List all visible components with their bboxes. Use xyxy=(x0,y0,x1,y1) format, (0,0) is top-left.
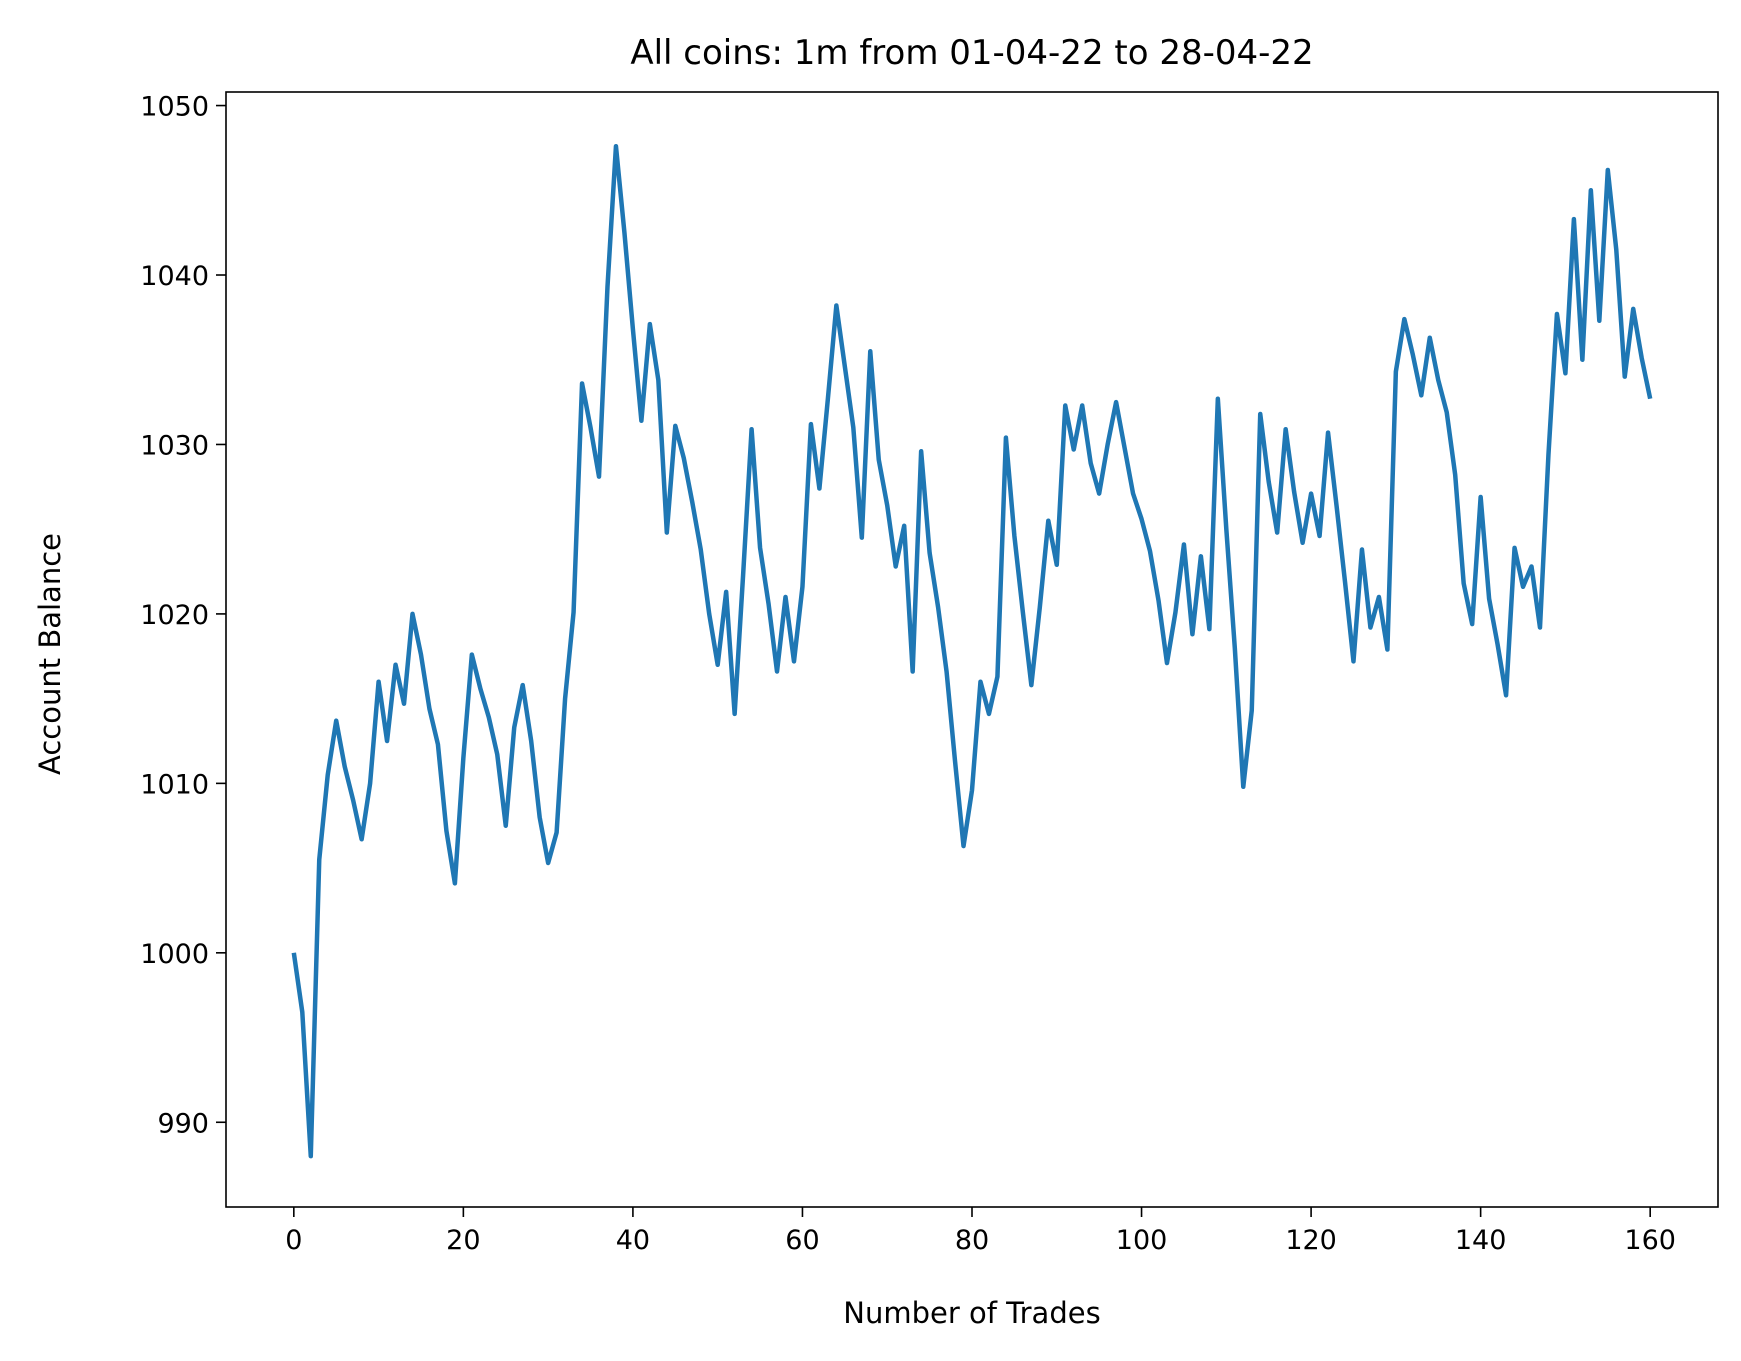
chart-title: All coins: 1m from 01-04-22 to 28-04-22 xyxy=(630,33,1313,73)
x-tick-label: 20 xyxy=(446,1225,480,1256)
x-axis-label: Number of Trades xyxy=(843,1296,1100,1330)
y-tick-label: 1000 xyxy=(140,939,209,970)
series-layer xyxy=(291,143,1653,1159)
x-tick-label: 0 xyxy=(285,1225,302,1256)
y-tick-label: 1040 xyxy=(140,261,209,292)
y-tick-label: 990 xyxy=(157,1108,209,1139)
series-line-account-balance xyxy=(291,143,1653,1159)
y-tick-label: 1030 xyxy=(140,430,209,461)
x-tick-label: 40 xyxy=(616,1225,650,1256)
y-axis: 990 1000 1010 1020 1030 1040 1050 xyxy=(140,92,226,1139)
y-tick-label: 1020 xyxy=(140,600,209,631)
x-tick-label: 80 xyxy=(955,1225,989,1256)
y-axis-label: Account Balance xyxy=(33,533,67,775)
y-tick-label: 1010 xyxy=(140,769,209,800)
y-tick-label: 1050 xyxy=(140,92,209,123)
x-tick-label: 160 xyxy=(1624,1225,1676,1256)
x-tick-label: 140 xyxy=(1455,1225,1507,1256)
x-tick-label: 60 xyxy=(785,1225,819,1256)
x-tick-label: 100 xyxy=(1116,1225,1168,1256)
x-tick-label: 120 xyxy=(1285,1225,1337,1256)
x-axis: 0 20 40 60 80 100 120 140 160 xyxy=(285,1207,1676,1256)
